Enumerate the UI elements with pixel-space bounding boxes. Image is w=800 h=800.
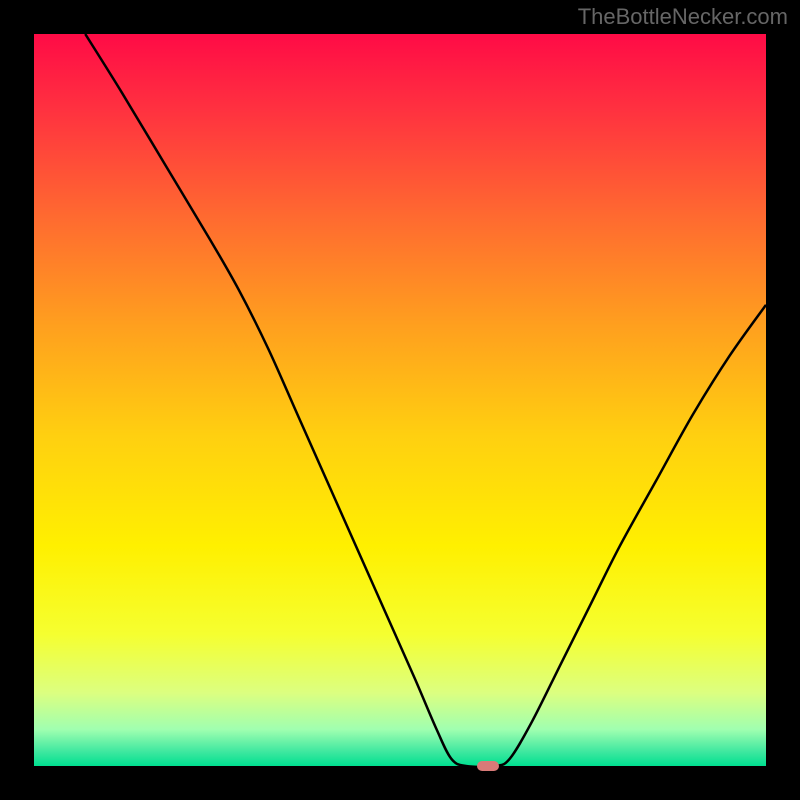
- chart-background-gradient: [34, 34, 766, 766]
- chart-valley-marker: [477, 761, 499, 771]
- chart-svg: [34, 34, 766, 766]
- chart-plot-area: [34, 34, 766, 766]
- watermark-text: TheBottleNecker.com: [578, 4, 788, 30]
